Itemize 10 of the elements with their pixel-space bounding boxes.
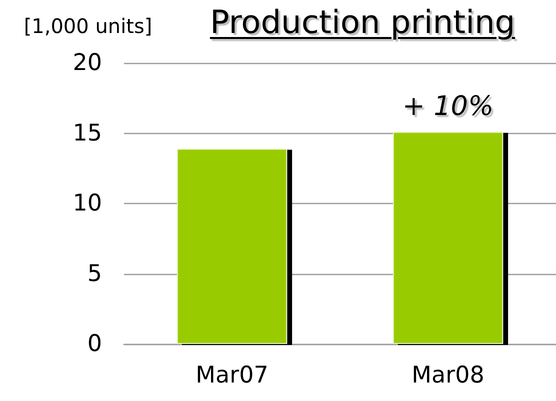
y-tick-label: 20 (72, 50, 102, 76)
y-axis-title: [1,000 units] (24, 14, 152, 38)
y-tick-label: 15 (72, 120, 102, 146)
y-tick-label: 0 (87, 331, 102, 357)
x-tick-label: Mar07 (196, 362, 268, 388)
y-tick-label: 10 (72, 190, 102, 216)
annotation: + 10% (402, 90, 494, 122)
chart-title: Production printing (208, 3, 516, 41)
y-tick-label: 5 (87, 260, 102, 287)
x-tick-label: Mar08 (412, 362, 484, 388)
